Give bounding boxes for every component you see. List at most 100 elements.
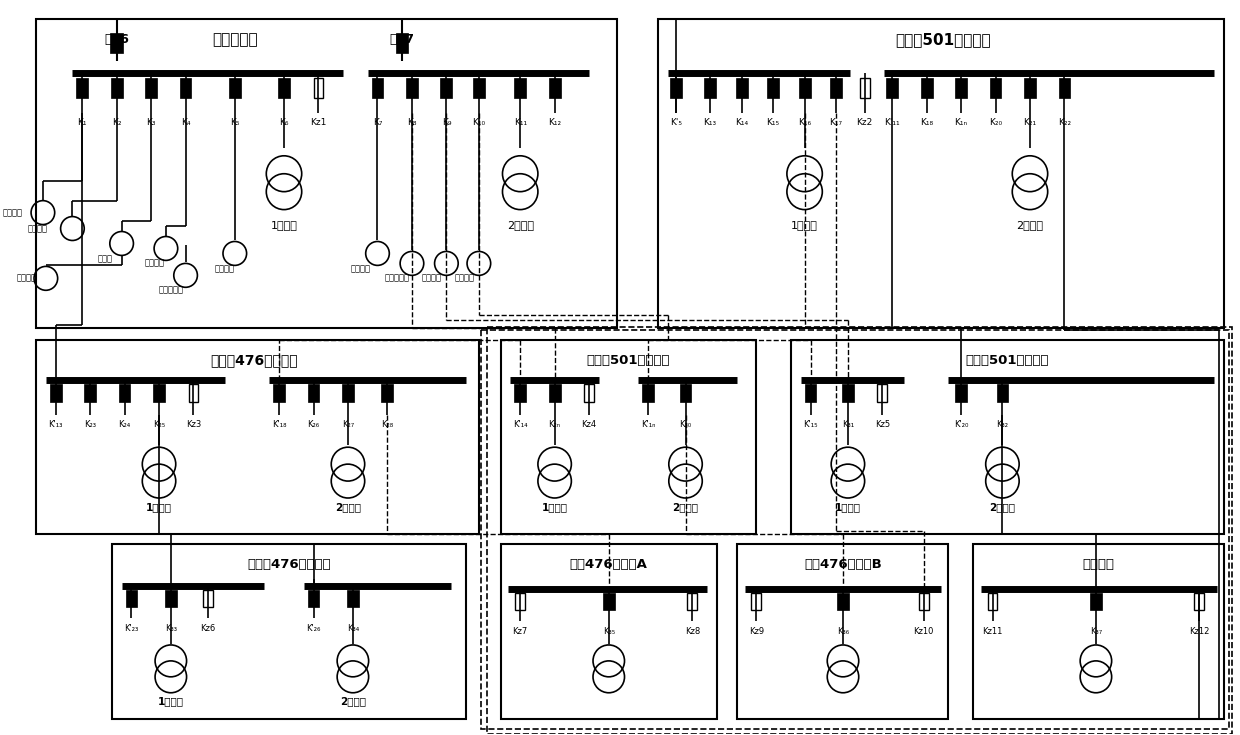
Text: K₃₁: K₃₁ <box>842 420 854 429</box>
Text: K₁₇: K₁₇ <box>830 118 843 127</box>
Text: K₁₄: K₁₄ <box>735 118 748 127</box>
Bar <box>347 589 358 606</box>
Text: 共16: 共16 <box>104 33 129 46</box>
Text: K'₁₃: K'₁₃ <box>48 420 63 429</box>
Text: K₃₇: K₃₇ <box>1090 626 1102 636</box>
Text: 1号配变: 1号配变 <box>157 696 184 706</box>
Bar <box>887 78 898 98</box>
Bar <box>125 589 138 606</box>
Bar <box>1024 78 1035 98</box>
Text: 智蕊湾甲: 智蕊湾甲 <box>29 224 48 233</box>
Bar <box>77 78 88 98</box>
Text: 1号配变: 1号配变 <box>791 220 818 229</box>
Bar <box>308 384 320 402</box>
Text: 智蕊湾乙: 智蕊湾乙 <box>422 274 441 283</box>
Text: K₅: K₅ <box>231 118 239 127</box>
Bar <box>36 340 479 534</box>
Text: K₂₆: K₂₆ <box>308 420 320 429</box>
Bar <box>670 78 682 98</box>
Bar <box>481 330 1229 728</box>
Bar <box>487 327 1231 734</box>
Text: Kz6: Kz6 <box>201 623 216 633</box>
Bar <box>516 592 525 609</box>
Bar <box>153 384 165 402</box>
Bar <box>687 592 697 609</box>
Bar <box>405 78 418 98</box>
Text: 1号配变: 1号配变 <box>835 503 861 512</box>
Bar <box>342 384 353 402</box>
Text: K₂₅: K₂₅ <box>153 420 165 429</box>
Text: K₇: K₇ <box>373 118 382 127</box>
Text: Kz10: Kz10 <box>914 626 934 636</box>
Bar <box>515 78 526 98</box>
Text: K'₁₁: K'₁₁ <box>884 118 900 127</box>
Text: K₂₁: K₂₁ <box>1023 118 1037 127</box>
Text: Kz2: Kz2 <box>857 118 873 127</box>
Bar <box>440 78 453 98</box>
Bar <box>987 592 997 609</box>
Bar <box>799 78 811 98</box>
Text: K₃₄: K₃₄ <box>347 623 360 633</box>
Text: K₃₆: K₃₆ <box>837 626 849 636</box>
Text: 1号配变: 1号配变 <box>542 503 568 512</box>
Text: K₁₆: K₁₆ <box>799 118 811 127</box>
Bar <box>603 592 615 609</box>
Bar <box>50 384 62 402</box>
Bar <box>837 592 849 609</box>
Bar <box>955 78 967 98</box>
Text: K'₂₃: K'₂₃ <box>124 623 139 633</box>
Text: 共富路476弄二号站: 共富路476弄二号站 <box>247 558 331 571</box>
Text: K₂₄: K₂₄ <box>119 420 130 429</box>
Text: K'₅: K'₅ <box>670 118 682 127</box>
Text: 联谊渠站: 联谊渠站 <box>215 264 234 273</box>
Bar <box>831 78 842 98</box>
Bar <box>84 384 95 402</box>
Text: 财联云: 财联云 <box>98 254 113 263</box>
Bar <box>501 545 717 719</box>
Text: K₃₃: K₃₃ <box>165 623 177 633</box>
Bar <box>314 78 324 98</box>
Bar <box>973 545 1224 719</box>
Text: 市政供应: 市政供应 <box>144 258 164 267</box>
Text: 共富路476弄一号站: 共富路476弄一号站 <box>211 353 299 367</box>
Text: 2号配变: 2号配变 <box>990 503 1016 512</box>
Text: K'₁ₙ: K'₁ₙ <box>641 420 656 429</box>
Bar <box>549 78 560 98</box>
Text: K₃₂: K₃₂ <box>997 420 1008 429</box>
Bar <box>955 384 967 402</box>
Bar <box>805 384 816 402</box>
Text: K₂: K₂ <box>112 118 122 127</box>
Text: K₂₂: K₂₂ <box>1058 118 1071 127</box>
Text: K'₂₀: K'₂₀ <box>954 420 968 429</box>
Bar <box>112 545 466 719</box>
Bar <box>658 19 1224 328</box>
Bar <box>372 78 383 98</box>
Text: Kz1: Kz1 <box>310 118 326 127</box>
Bar <box>188 384 198 402</box>
Text: 2号站变: 2号站变 <box>507 220 533 229</box>
Bar <box>165 589 177 606</box>
Text: 1号站变: 1号站变 <box>270 220 298 229</box>
Bar <box>859 78 869 98</box>
Bar <box>735 78 748 98</box>
Text: 联谊路501弄一号站: 联谊路501弄一号站 <box>895 32 991 47</box>
Text: K₃: K₃ <box>146 118 156 127</box>
Text: Kz7: Kz7 <box>512 626 528 636</box>
Text: 辐射技术: 辐射技术 <box>351 264 371 273</box>
Bar <box>1090 592 1102 609</box>
Text: K₂ₙ: K₂ₙ <box>548 420 560 429</box>
Bar <box>1059 78 1070 98</box>
Bar <box>382 384 393 402</box>
Bar <box>396 33 408 53</box>
Text: Kz11: Kz11 <box>982 626 1003 636</box>
Bar <box>145 78 157 98</box>
Bar <box>119 384 130 402</box>
Text: 联谊开关站: 联谊开关站 <box>212 32 258 47</box>
Bar <box>842 384 854 402</box>
Text: 金杨贸易: 金杨贸易 <box>454 274 474 283</box>
Bar <box>36 19 616 328</box>
Bar <box>584 384 594 402</box>
Bar <box>472 78 485 98</box>
Bar <box>642 384 653 402</box>
Text: K₁ₙ: K₁ₙ <box>955 118 967 127</box>
